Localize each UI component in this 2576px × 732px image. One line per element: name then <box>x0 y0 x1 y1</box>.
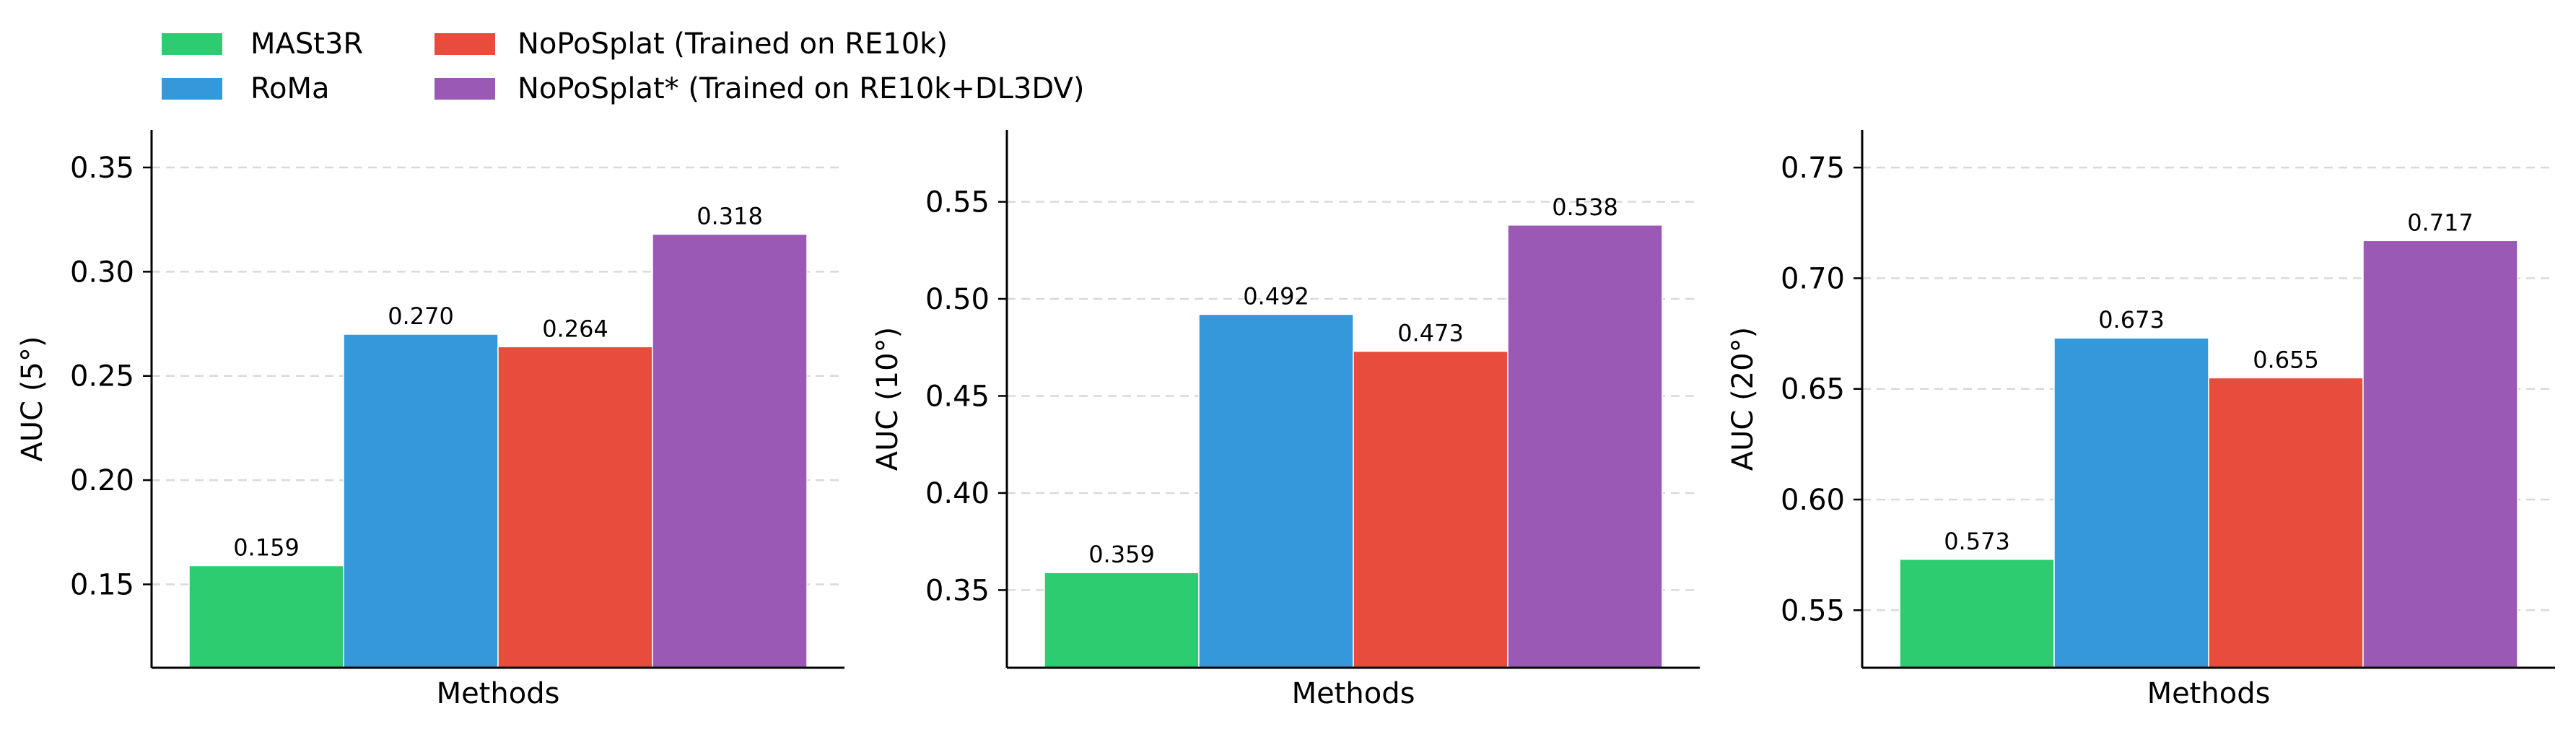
bar-value-label-roma: 0.673 <box>2098 306 2165 334</box>
bar-value-label-mast3r: 0.159 <box>233 534 300 562</box>
bar-noposplat-star <box>652 233 808 668</box>
legend-label-roma: RoMa <box>250 72 330 105</box>
y-tick-label: 0.15 <box>70 568 134 601</box>
y-axis-label: AUC (5°) <box>16 336 49 462</box>
legend-swatch-roma <box>162 78 222 100</box>
legend-entry-roma: RoMa <box>162 72 330 105</box>
y-tick-label: 0.45 <box>925 380 990 413</box>
bar-value-label-noposplat: 0.655 <box>2253 346 2319 373</box>
y-tick-label: 0.35 <box>925 574 990 607</box>
bar-noposplat-star <box>1507 225 1663 668</box>
y-tick-label: 0.40 <box>925 477 990 510</box>
bar-value-label-noposplat-star: 0.717 <box>2407 209 2474 236</box>
bar-value-label-roma: 0.492 <box>1243 283 1309 310</box>
bar-noposplat <box>2208 377 2364 668</box>
legend-label-noposplat: NoPoSplat (Trained on RE10k) <box>518 27 948 61</box>
legend-label-noposplat-star: NoPoSplat* (Trained on RE10k+DL3DV) <box>518 72 1084 105</box>
bar-value-label-noposplat-star: 0.318 <box>697 202 763 230</box>
legend-entry-mast3r: MASt3R <box>162 27 363 61</box>
bar-value-label-noposplat-star: 0.538 <box>1552 193 1618 221</box>
x-axis-label: Methods <box>437 677 560 710</box>
y-tick-label: 0.55 <box>1781 594 1845 627</box>
y-tick-label: 0.55 <box>925 186 990 219</box>
y-tick-label: 0.75 <box>1781 152 1845 185</box>
y-tick-label: 0.60 <box>1781 484 1845 517</box>
legend-entry-noposplat: NoPoSplat (Trained on RE10k) <box>435 27 948 61</box>
y-tick-label: 0.25 <box>70 360 134 393</box>
bar-noposplat <box>1353 350 1509 668</box>
chart-panel-2: 0.359 0.492 0.473 0.538 0.35 0.40 0.45 0.50 0.55… <box>871 130 1700 710</box>
bar-mast3r <box>188 565 344 668</box>
y-axis-label: AUC (20°) <box>1726 327 1760 471</box>
legend-label-mast3r: MASt3R <box>250 27 363 61</box>
chart-panel-1: 0.159 0.270 0.264 0.318 0.15 0.20 0.25 0.30 0.35… <box>16 130 844 710</box>
bar-value-label-mast3r: 0.359 <box>1088 541 1155 568</box>
bar-noposplat-star <box>2362 240 2518 668</box>
y-tick-label: 0.30 <box>70 256 134 289</box>
y-tick-label: 0.70 <box>1781 262 1845 295</box>
y-tick-label: 0.50 <box>925 283 990 316</box>
y-axis-label: AUC (10°) <box>871 327 904 471</box>
y-tick-label: 0.65 <box>1781 373 1845 406</box>
bar-value-label-mast3r: 0.573 <box>1944 528 2010 555</box>
bar-roma <box>343 334 499 668</box>
bar-roma <box>1198 313 1354 668</box>
chart-panel-3: 0.573 0.673 0.655 0.717 0.55 0.60 0.65 0.70 0.75… <box>1726 130 2555 710</box>
legend-swatch-noposplat <box>435 33 495 55</box>
bar-value-label-roma: 0.270 <box>388 302 454 330</box>
bar-mast3r <box>1899 559 2055 668</box>
legend-swatch-noposplat-star <box>435 78 495 100</box>
bar-noposplat <box>497 346 653 668</box>
bar-mast3r <box>1044 572 1200 668</box>
bar-value-label-noposplat: 0.473 <box>1397 320 1464 347</box>
bar-value-label-noposplat: 0.264 <box>542 315 608 342</box>
y-tick-label: 0.35 <box>70 152 134 185</box>
x-axis-label: Methods <box>2147 677 2271 710</box>
bar-roma <box>2053 337 2209 668</box>
x-axis-label: Methods <box>1292 677 1415 710</box>
chart-panels: 0.159 0.270 0.264 0.318 0.15 0.20 0.25 0.30 0.35… <box>16 130 2555 710</box>
legend-entry-noposplat-star: NoPoSplat* (Trained on RE10k+DL3DV) <box>435 72 1084 105</box>
legend: MASt3R RoMa NoPoSplat (Trained on RE10k)… <box>162 27 1084 105</box>
y-tick-label: 0.20 <box>70 464 134 497</box>
legend-swatch-mast3r <box>162 33 222 55</box>
